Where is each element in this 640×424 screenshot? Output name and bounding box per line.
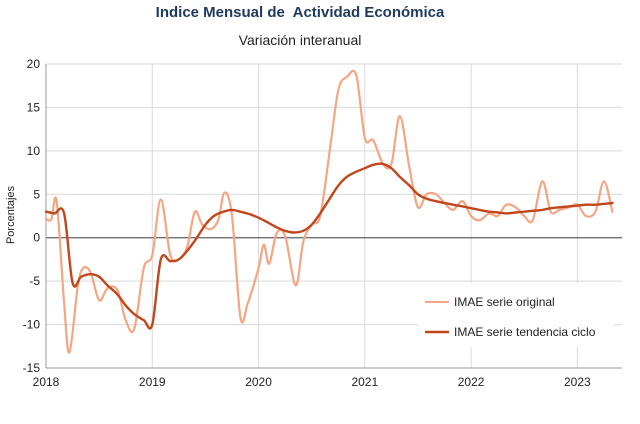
x-tick-label: 2023 [564, 375, 591, 389]
chart-title: Indice Mensual de Actividad Económica [155, 4, 445, 21]
y-tick-label: 20 [27, 57, 41, 71]
y-axis-label: Porcentajes [5, 185, 17, 244]
x-tick-label: 2021 [351, 375, 378, 389]
series-line-tendencia [44, 162, 614, 330]
y-tick-label: 15 [27, 100, 41, 114]
legend-label-tendencia: IMAE serie tendencia ciclo [454, 325, 596, 339]
y-tick-label: -15 [23, 361, 41, 375]
y-tick-label: 10 [27, 144, 41, 158]
y-tick-label: -5 [29, 274, 40, 288]
y-tick-label: 0 [33, 231, 40, 245]
legend-label-original: IMAE serie original [454, 295, 555, 309]
x-tick-label: 2020 [245, 375, 272, 389]
y-tick-label: 5 [33, 187, 40, 201]
chart-subtitle: Variación interanual [238, 32, 362, 48]
x-tick-label: 2018 [33, 375, 60, 389]
y-tick-label: -10 [23, 318, 41, 332]
legend-box [418, 283, 614, 347]
x-tick-label: 2019 [139, 375, 166, 389]
legend: IMAE serie original IMAE serie tendencia… [418, 283, 614, 347]
series-layer [44, 69, 614, 354]
axis-layer: -15 -10 -5 0 5 10 15 20 2018 2019 2020 2021 2022 2023 [23, 57, 622, 389]
x-tick-label: 2022 [458, 375, 485, 389]
